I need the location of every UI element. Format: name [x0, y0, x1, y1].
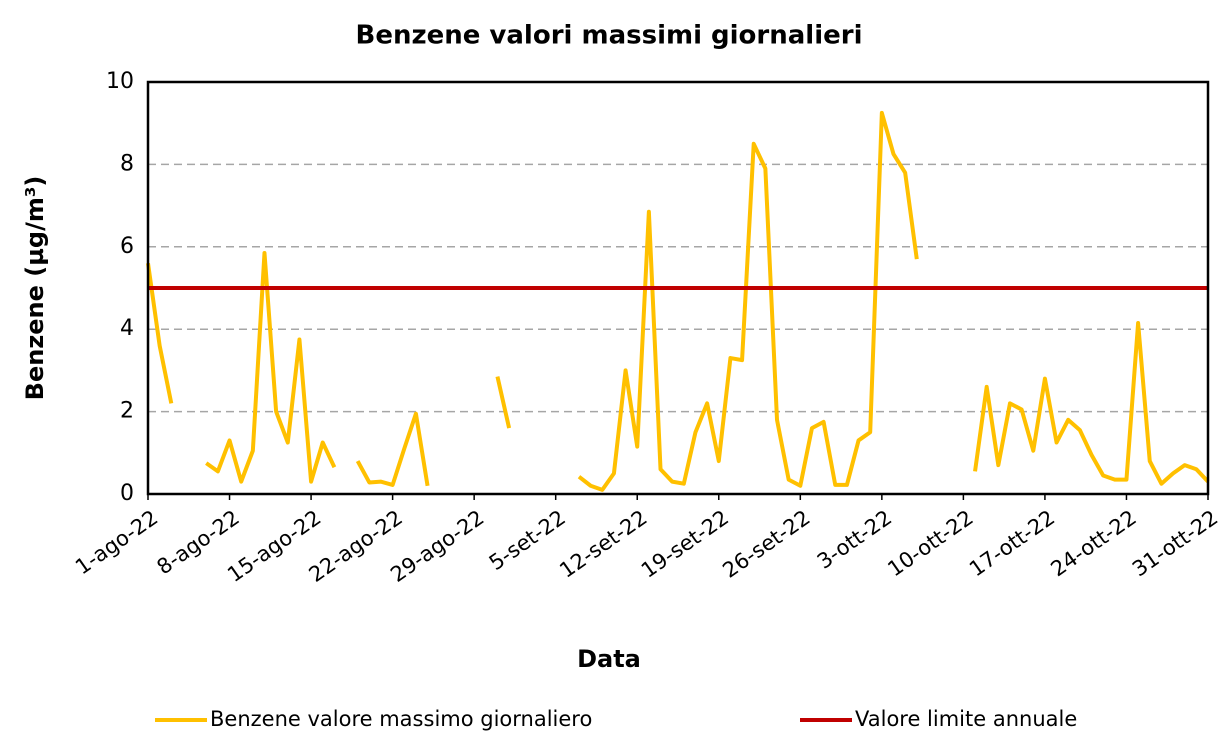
x-tick-label: 31-ott-22	[1128, 505, 1219, 581]
x-tick-label: 17-ott-22	[965, 505, 1059, 581]
y-tick-label: 8	[120, 151, 134, 176]
y-tick-label: 2	[120, 399, 134, 424]
x-tick-label: 10-ott-22	[883, 505, 977, 581]
x-tick-label: 26-set-22	[718, 505, 814, 582]
y-tick-label: 4	[120, 316, 134, 341]
y-tick-label: 10	[106, 69, 134, 94]
legend-label: Benzene valore massimo giornaliero	[210, 707, 592, 731]
x-tick-label: 19-set-22	[637, 505, 733, 582]
legend-label: Valore limite annuale	[855, 707, 1077, 731]
x-axis-label: Data	[577, 645, 641, 673]
x-tick-label: 12-set-22	[555, 505, 651, 582]
chart-title: Benzene valori massimi giornalieri	[356, 21, 863, 51]
y-tick-label: 0	[120, 481, 134, 506]
y-axis-label: Benzene (µg/m³)	[21, 176, 49, 401]
data-line	[146, 110, 1210, 492]
x-tick-label: 24-ott-22	[1046, 505, 1140, 581]
y-tick-label: 6	[120, 234, 134, 259]
x-tick-label: 1-ago-22	[71, 505, 162, 579]
plot-border	[146, 80, 1210, 496]
